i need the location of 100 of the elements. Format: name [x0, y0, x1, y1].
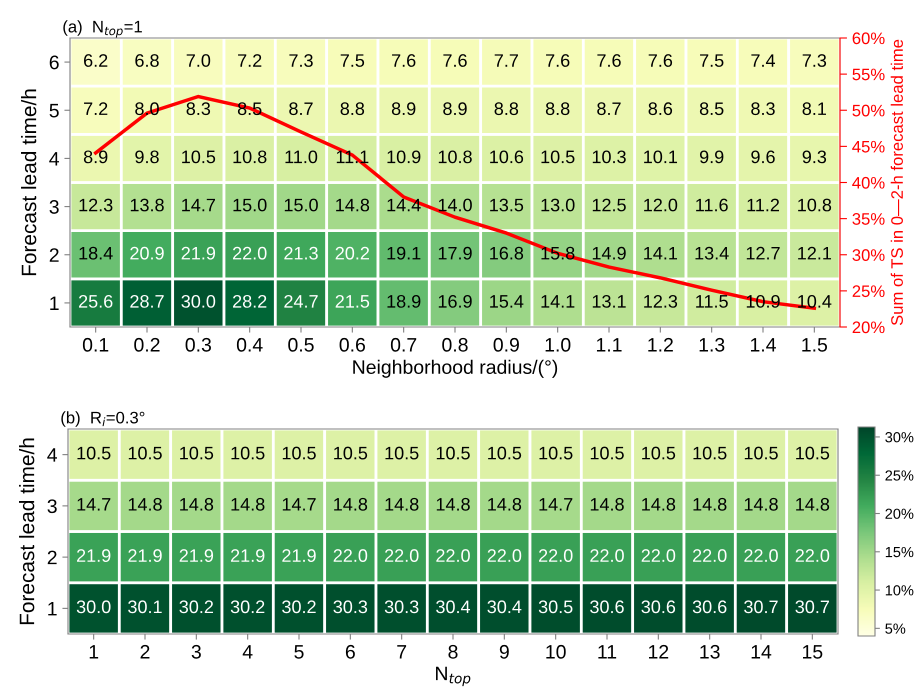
data-label: 14.8 — [180, 498, 214, 511]
data-label: 14.9 — [592, 246, 626, 260]
y-tick-label: 4 — [49, 152, 60, 166]
data-label: 30.6 — [692, 600, 726, 614]
chart-title: (a) N$_{top}$=1 — [63, 20, 142, 38]
data-label: 18.9 — [387, 294, 420, 308]
y2-tick-label: 55% — [852, 68, 885, 80]
x-tick-label: 1 — [90, 645, 98, 659]
data-label: 30.1 — [128, 600, 162, 614]
x-tick-label: 0.9 — [494, 338, 519, 352]
data-label: 10.9 — [387, 150, 420, 164]
data-label: 10.5 — [436, 446, 470, 460]
data-label: 7.0 — [186, 54, 210, 67]
data-label: 30.0 — [181, 294, 216, 308]
data-label: 12.5 — [592, 198, 626, 212]
data-label: 10.5 — [642, 446, 676, 460]
data-label: 10.5 — [590, 446, 624, 460]
data-label: 16.9 — [438, 294, 472, 308]
data-label: 7.6 — [648, 54, 672, 67]
data-label: 30.6 — [641, 600, 676, 614]
data-label: 30.7 — [744, 600, 778, 614]
x-axis-title: Neighborhood radius/(°) — [353, 360, 558, 378]
data-label: 14.8 — [590, 498, 624, 511]
data-label: 14.1 — [644, 246, 678, 260]
data-label: 28.2 — [233, 294, 266, 308]
color-bar-label: 25% — [885, 470, 914, 481]
data-label: 24.7 — [284, 294, 318, 308]
data-label: 11.2 — [747, 198, 779, 212]
data-label: 7.2 — [238, 54, 262, 67]
data-label: 14.7 — [282, 498, 316, 511]
y2-tick-label: 45% — [852, 140, 885, 153]
data-label: 22.0 — [796, 549, 830, 562]
data-label: 22.0 — [436, 549, 470, 562]
data-label: 20.9 — [130, 246, 164, 260]
data-label: 14.8 — [693, 498, 726, 511]
data-label: 14.7 — [539, 498, 572, 511]
data-label: 12.0 — [644, 198, 678, 212]
y2-tick-label: 50% — [852, 104, 885, 116]
x-tick-label: 1.3 — [700, 338, 724, 352]
data-label: 21.3 — [284, 246, 318, 260]
y-tick-label: 2 — [50, 248, 59, 262]
data-label: 10.8 — [438, 150, 472, 164]
data-label: 11.6 — [696, 198, 728, 212]
data-label: 9.6 — [751, 150, 775, 164]
data-label: 7.5 — [340, 54, 364, 67]
data-label: 22.0 — [590, 549, 624, 562]
data-label: 15.0 — [233, 198, 267, 212]
data-label: 30.3 — [333, 600, 368, 614]
data-label: 14.8 — [796, 498, 830, 511]
data-label: 8.7 — [289, 102, 313, 116]
data-label: 21.9 — [180, 549, 214, 562]
data-label: 19.1 — [387, 246, 420, 260]
y-tick-label: 6 — [50, 56, 59, 70]
x-tick-label: 15 — [803, 645, 822, 659]
data-label: 10.3 — [592, 150, 626, 164]
data-label: 14.8 — [642, 498, 676, 511]
data-label: 14.4 — [387, 198, 421, 212]
data-label: 8.6 — [648, 102, 672, 116]
data-label: 10.4 — [798, 294, 832, 308]
data-label: 12.3 — [79, 198, 112, 212]
data-label: 14.8 — [231, 498, 264, 511]
data-label: 13.4 — [695, 246, 729, 260]
data-label: 11.0 — [285, 150, 318, 164]
data-label: 8.3 — [186, 102, 210, 116]
x-tick-label: 1.1 — [596, 338, 622, 352]
y-tick-label: 5 — [50, 104, 59, 118]
data-label: 21.9 — [77, 549, 110, 562]
y2-tick-label: 35% — [852, 213, 885, 225]
data-label: 21.5 — [336, 294, 370, 308]
data-label: 10.6 — [490, 150, 524, 164]
data-label: 10.5 — [541, 150, 574, 164]
data-label: 9.9 — [700, 150, 724, 164]
data-label: 6.2 — [84, 54, 108, 67]
data-label: 22.0 — [642, 549, 676, 562]
data-label: 15.4 — [490, 295, 524, 308]
y2-tick-label: 25% — [852, 285, 885, 298]
data-label: 22.0 — [385, 549, 419, 562]
data-label: 7.6 — [392, 54, 416, 67]
data-label: 8.9 — [84, 150, 108, 164]
data-label: 13.5 — [490, 198, 524, 212]
data-label: 14.8 — [744, 498, 778, 511]
data-label: 7.4 — [751, 54, 776, 67]
x-tick-label: 13 — [700, 644, 720, 659]
chart-title: (b) R$_{i}$=0.3° — [61, 411, 144, 427]
data-label: 14.8 — [128, 498, 162, 511]
data-label: 6.8 — [135, 54, 159, 67]
data-label: 9.3 — [802, 150, 826, 164]
data-label: 10.5 — [77, 446, 110, 460]
x-tick-label: 2 — [140, 644, 150, 659]
data-label: 14.8 — [385, 498, 418, 511]
data-label: 21.9 — [128, 549, 162, 562]
x-tick-label: 3 — [192, 644, 201, 659]
data-label: 10.8 — [798, 198, 832, 212]
x-tick-label: 11 — [598, 645, 616, 659]
data-label: 8.8 — [340, 102, 364, 116]
data-label: 30.6 — [590, 600, 624, 614]
data-label: 21.9 — [182, 246, 216, 260]
data-label: 30.4 — [487, 600, 522, 614]
data-label: 10.5 — [488, 446, 522, 460]
y2-tick-label: 30% — [852, 249, 885, 261]
